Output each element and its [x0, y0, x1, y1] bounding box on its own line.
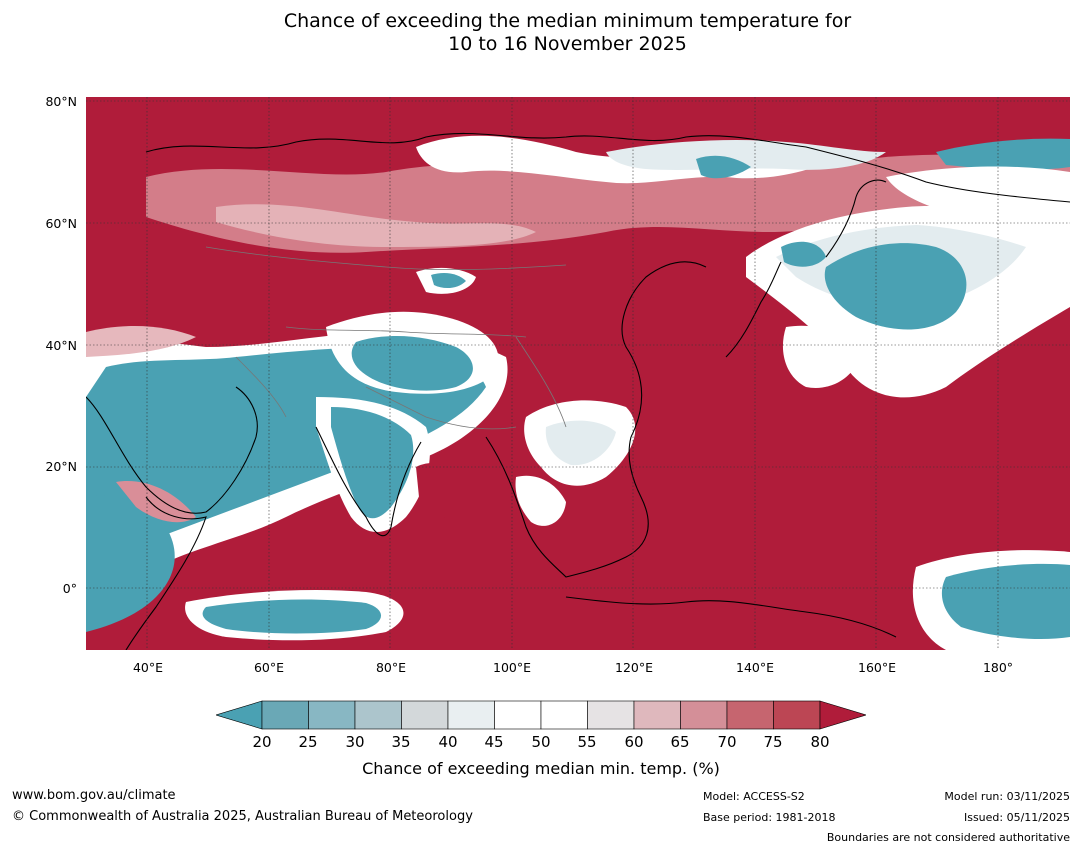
coastline-maritime-continent: [565, 596, 897, 638]
lon-label-120e: 120°E: [614, 660, 654, 675]
coastline-kamchatka: [825, 179, 887, 258]
colorbar-high-arrow: [819, 700, 866, 730]
region-central-russia-pink: [216, 204, 536, 247]
lat-label-60n: 60°N: [45, 216, 77, 231]
title-line-2: 10 to 16 November 2025: [448, 33, 687, 55]
colorbar-tick-60: 60: [624, 733, 644, 751]
colorbar-tick-25: 25: [298, 733, 318, 751]
colorbar-tick-40: 40: [438, 733, 458, 751]
coastline-china-east: [621, 261, 707, 438]
colorbar-tick-65: 65: [670, 733, 690, 751]
coastline-india: [315, 426, 422, 537]
colorbar-segment: [261, 700, 309, 730]
colorbar-segment: [308, 700, 356, 730]
map-title: Chance of exceeding the median minimum t…: [0, 10, 1081, 56]
region-indochina-white: [515, 475, 566, 526]
colorbar-tick-35: 35: [391, 733, 411, 751]
coastlines: [86, 132, 1070, 650]
lat-label-80n: 80°N: [45, 94, 77, 109]
colorbar-tick-55: 55: [577, 733, 597, 751]
region-west-asia-pink: [86, 325, 196, 357]
region-west-pacific-blue: [941, 563, 1070, 639]
colorbar-segment: [680, 700, 728, 730]
colorbar-segment: [726, 700, 774, 730]
region-horn-africa-blue: [86, 495, 175, 632]
region-okhotsk-blue: [781, 241, 826, 267]
region-bay-bengal-red: [416, 463, 461, 521]
colorbar-tick-50: 50: [531, 733, 551, 751]
border-1: [205, 246, 567, 271]
footer-base-period: Base period: 1981-2018: [703, 811, 836, 824]
colorbar-segment: [447, 700, 495, 730]
colorbar-segments: [261, 700, 821, 730]
colorbar-tick-45: 45: [484, 733, 504, 751]
lon-label-180: 180°: [982, 660, 1014, 675]
colorbar-tick-30: 30: [345, 733, 365, 751]
coastline-japan: [725, 261, 782, 358]
coastline-arabia: [86, 386, 258, 514]
region-south-china-pale: [545, 420, 616, 466]
colorbar-low-arrow: [216, 700, 263, 730]
graticule: [86, 97, 1070, 650]
footer-model-run: Model run: 03/11/2025: [944, 790, 1070, 803]
region-red-sea-pink: [116, 481, 196, 523]
map-canvas: [86, 97, 1070, 650]
lon-label-40e: 40°E: [132, 660, 164, 675]
region-indian-ocean-south-blue: [202, 599, 381, 634]
border-3: [365, 386, 517, 430]
footer-model: Model: ACCESS-S2: [703, 790, 805, 803]
border-4: [235, 356, 287, 418]
colorbar-label: Chance of exceeding median min. temp. (%…: [362, 759, 720, 778]
lat-label-0: 0°: [62, 581, 77, 596]
border-2: [285, 326, 527, 338]
colorbar-tick-75: 75: [763, 733, 783, 751]
lat-label-40n: 40°N: [45, 338, 77, 353]
region-siberia-pale-blue: [606, 140, 886, 170]
region-mongolia-blue: [431, 273, 466, 289]
region-arctic-east-white: [886, 166, 1070, 232]
colorbar-tick-80: 80: [810, 733, 830, 751]
region-arctic-east-blue: [936, 138, 1070, 170]
lon-label-100e: 100°E: [492, 660, 532, 675]
coastline-arctic: [145, 132, 1070, 203]
coastline-southeast-asia: [485, 436, 649, 578]
region-east-siberia-blue: [696, 155, 751, 179]
region-india-blue: [331, 407, 414, 519]
footer-disclaimer: Boundaries are not considered authoritat…: [826, 831, 1070, 844]
colorbar-segment: [587, 700, 635, 730]
colorbar-segment: [540, 700, 588, 730]
lon-label-160e: 160°E: [857, 660, 897, 675]
colorbar-segment: [773, 700, 821, 730]
colorbar-segment: [401, 700, 449, 730]
lat-label-20n: 20°N: [45, 459, 77, 474]
footer-copyright: © Commonwealth of Australia 2025, Austra…: [12, 809, 473, 824]
footer-issued: Issued: 05/11/2025: [963, 811, 1070, 824]
lon-label-80e: 80°E: [375, 660, 407, 675]
probability-map: [86, 97, 1070, 650]
footer-url[interactable]: www.bom.gov.au/climate: [12, 788, 176, 803]
region-pacific-mid-white: [782, 325, 861, 388]
lon-label-60e: 60°E: [253, 660, 285, 675]
region-north-pacific-blue: [824, 243, 967, 330]
lon-label-140e: 140°E: [735, 660, 775, 675]
coastline-africa-horn: [125, 496, 207, 650]
country-borders: [205, 246, 567, 430]
colorbar-segment: [633, 700, 681, 730]
border-5: [515, 336, 567, 428]
title-line-1: Chance of exceeding the median minimum t…: [283, 10, 852, 32]
colorbar-tick-20: 20: [252, 733, 272, 751]
colorbar-segment: [494, 700, 542, 730]
colorbar-segment: [354, 700, 402, 730]
colorbar-tick-70: 70: [717, 733, 737, 751]
colorbar: [216, 700, 866, 730]
region-tibet-blue: [351, 335, 473, 391]
